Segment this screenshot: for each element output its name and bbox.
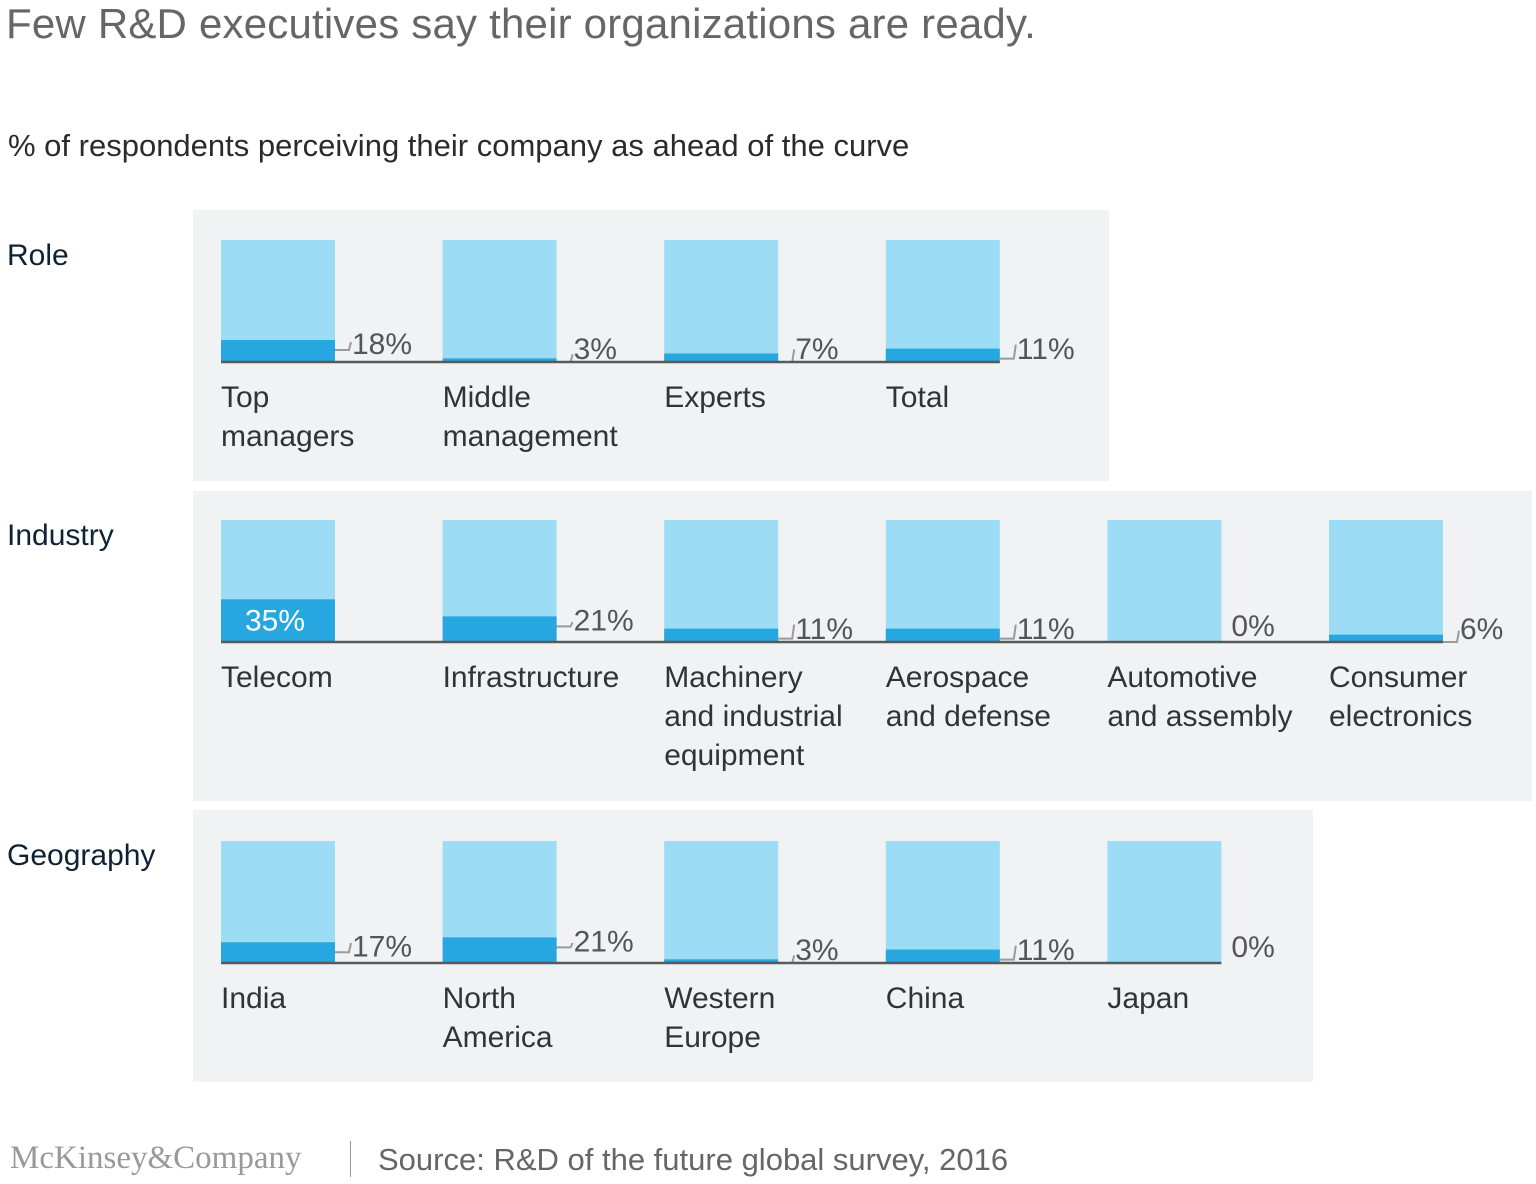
role-category-label: Experts: [664, 381, 766, 414]
geography-group-label: Geography: [7, 839, 155, 872]
geography-value-label: 21%: [574, 925, 634, 958]
geography-bar: [442, 937, 557, 963]
geography-category-label: India: [221, 982, 286, 1015]
geography-bar: [885, 949, 1000, 963]
role-leader-line: [999, 344, 1017, 360]
role-category-label: Top managers: [221, 381, 354, 453]
industry-bar: [885, 628, 1000, 642]
geography-bar: [664, 959, 779, 963]
geography-value-label: 0%: [1231, 931, 1274, 964]
geography-value-label: 11%: [1017, 934, 1075, 967]
geography-leader-line: [556, 942, 574, 949]
industry-bar: [664, 628, 779, 642]
industry-value-label: 11%: [1017, 613, 1075, 646]
industry-leader-line: [999, 624, 1017, 640]
industry-panel: [193, 491, 1532, 801]
role-bar-track: [442, 240, 557, 362]
industry-bar-track: [1329, 520, 1443, 642]
industry-value-label: 0%: [1231, 610, 1274, 643]
geography-bar-track: [885, 841, 1000, 963]
industry-value-label: 35%: [245, 604, 305, 637]
industry-leader-line: [1443, 630, 1460, 643]
role-bar: [442, 358, 557, 362]
industry-value-label: 21%: [574, 604, 634, 637]
geography-category-label: Japan: [1107, 982, 1189, 1015]
role-value-label: 18%: [352, 328, 412, 361]
industry-value-label: 6%: [1460, 613, 1503, 646]
role-leader-line: [335, 341, 352, 352]
mckinsey-logo: McKinsey&Company: [10, 1140, 302, 1176]
role-bar: [885, 348, 1000, 362]
industry-bar-track: [885, 520, 1000, 642]
role-category-label: Total: [886, 381, 949, 414]
footer-separator: [350, 1141, 351, 1177]
industry-group-label: Industry: [7, 519, 114, 552]
source-note: Source: R&D of the future global survey,…: [378, 1142, 1009, 1177]
geography-bar: [221, 942, 335, 963]
geography-value-label: 17%: [352, 930, 412, 963]
geography-bar-track: [664, 841, 779, 963]
chart-subtitle: % of respondents perceiving their compan…: [8, 128, 910, 163]
industry-category-label: Consumer electronics: [1329, 661, 1472, 733]
industry-category-label: Telecom: [221, 661, 333, 694]
geography-leader-line: [999, 945, 1017, 961]
role-bar-track: [664, 240, 779, 362]
geography-category-label: Western Europe: [664, 982, 775, 1054]
industry-bar: [221, 599, 335, 642]
role-value-label: 7%: [795, 333, 838, 366]
role-value-label: 11%: [1017, 333, 1075, 366]
geography-leader-line: [335, 942, 352, 954]
role-group-label: Role: [7, 239, 69, 272]
industry-leader-line: [778, 624, 796, 640]
industry-value-label: 11%: [795, 613, 853, 646]
chart-title: Few R&D executives say their organizatio…: [6, 0, 1036, 47]
geography-bar-track: [1107, 841, 1222, 963]
industry-category-label: Machinery and industrial equipment: [664, 661, 842, 772]
industry-category-label: Automotive and assembly: [1107, 661, 1292, 733]
industry-bar-track: [1107, 520, 1222, 642]
industry-bar-track: [664, 520, 779, 642]
geography-category-label: North America: [443, 982, 553, 1054]
industry-category-label: Aerospace and defense: [886, 661, 1051, 733]
role-bar: [664, 353, 779, 362]
role-bar-track: [885, 240, 1000, 362]
role-value-label: 3%: [574, 333, 617, 366]
role-category-label: Middle management: [443, 381, 619, 453]
industry-category-label: Infrastructure: [443, 661, 620, 694]
geography-value-label: 3%: [795, 934, 838, 967]
geography-category-label: China: [886, 982, 965, 1015]
role-bar: [221, 340, 335, 362]
industry-bar: [442, 616, 557, 642]
industry-bar: [1329, 634, 1443, 642]
industry-leader-line: [556, 621, 574, 628]
